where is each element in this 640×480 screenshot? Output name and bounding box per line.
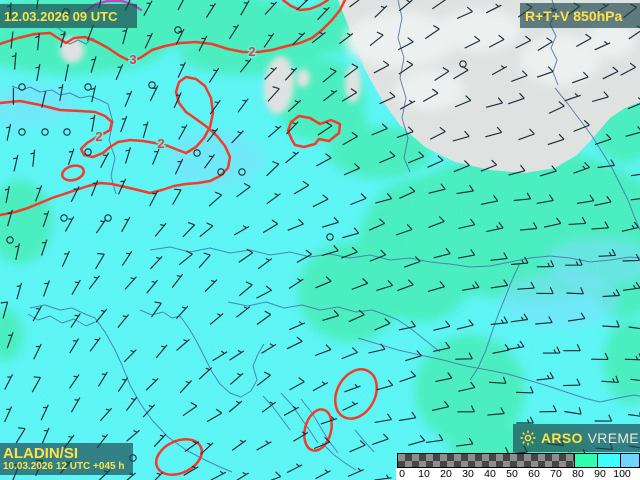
scale-tick-label: 100	[613, 468, 631, 480]
model-name: ALADIN/SI	[3, 444, 78, 462]
scale-tick-label: 30	[462, 468, 474, 480]
calm-wind-marker	[148, 81, 156, 89]
calm-wind-marker	[6, 236, 14, 244]
contour-label: 2	[157, 136, 164, 151]
sun-icon	[520, 430, 536, 446]
scale-tick-label: 60	[528, 468, 540, 480]
humidity-scale-ticks: 0 10 20 30 40 50 60 70 80 90 100	[396, 468, 640, 480]
calm-wind-marker	[238, 168, 246, 176]
scale-tick-label: 70	[550, 468, 562, 480]
scale-tick-label: 10	[418, 468, 430, 480]
scale-tick-label: 80	[572, 468, 584, 480]
scale-tick-label: 90	[594, 468, 606, 480]
calm-wind-marker	[84, 83, 92, 91]
model-info-label: ALADIN/SI 10.03.2026 12 UTC +045 h	[0, 443, 133, 475]
calm-wind-marker	[18, 128, 26, 136]
scale-segment	[574, 454, 597, 467]
calm-wind-marker	[217, 168, 225, 176]
calm-wind-marker	[18, 83, 26, 91]
calm-wind-marker	[104, 214, 112, 222]
scale-segment	[398, 454, 574, 467]
calm-wind-marker	[326, 233, 334, 241]
contour-label: 3	[129, 52, 136, 67]
scale-tick-label: 0	[399, 468, 405, 480]
scale-tick-label: 40	[484, 468, 496, 480]
product-name: VREME	[587, 430, 639, 446]
calm-wind-marker	[174, 26, 182, 34]
valid-time-label: 12.03.2026 09 UTC	[0, 4, 137, 28]
calm-wind-marker	[459, 60, 467, 68]
field-title-text: R+T+V 850hPa	[525, 7, 623, 24]
contour-label: 2	[248, 44, 255, 59]
scale-segment	[620, 454, 639, 467]
calm-wind-marker	[41, 128, 49, 136]
humidity-scale-bar	[397, 453, 640, 468]
calm-wind-marker	[84, 148, 92, 156]
agency-name: ARSO	[541, 430, 583, 446]
scale-segment	[597, 454, 620, 467]
calm-wind-marker	[63, 128, 71, 136]
field-title-label: R+T+V 850hPa	[520, 3, 640, 28]
calm-wind-marker	[193, 149, 201, 157]
scale-tick-label: 20	[440, 468, 452, 480]
arso-vreme-logo: ARSO VREME	[513, 424, 640, 452]
scale-tick-label: 50	[506, 468, 518, 480]
calm-wind-marker	[60, 214, 68, 222]
contour-label: 2	[95, 129, 102, 144]
valid-time-text: 12.03.2026 09 UTC	[4, 8, 118, 24]
run-info: 10.03.2026 12 UTC +045 h	[3, 460, 125, 472]
